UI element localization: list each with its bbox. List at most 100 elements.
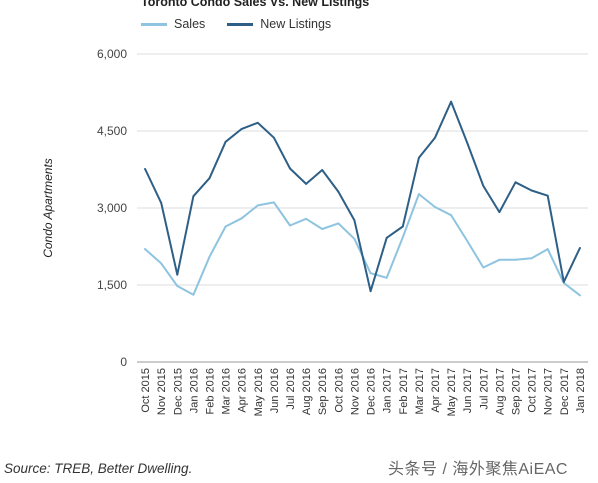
x-tick-label: Apr 2016	[237, 368, 249, 413]
legend-swatch-new-listings	[227, 22, 254, 26]
data-point-new-listings	[273, 136, 275, 139]
data-point-sales	[353, 237, 356, 240]
data-point-new-listings	[256, 121, 259, 124]
y-tick-label: 4,500	[97, 124, 127, 138]
x-tick-label: Nov 2017	[543, 368, 555, 415]
legend-swatch-sales	[141, 22, 167, 26]
x-tick-label: Jan 2018	[575, 368, 587, 413]
legend-label-sales: Sales	[174, 17, 206, 31]
x-tick-label: Nov 2015	[156, 368, 168, 415]
y-tick-label: 0	[120, 355, 127, 369]
data-point-new-listings	[160, 201, 163, 204]
data-point-sales	[337, 222, 340, 225]
data-point-sales	[289, 224, 291, 227]
x-tick-label: Feb 2016	[204, 368, 216, 414]
y-tick-label: 6,000	[97, 47, 127, 61]
data-point-new-listings	[144, 168, 146, 170]
data-point-new-listings	[176, 273, 179, 276]
data-point-sales	[224, 225, 227, 228]
x-tick-label: Dec 2016	[366, 368, 378, 415]
data-point-sales	[498, 258, 501, 261]
data-point-new-listings	[466, 141, 469, 144]
data-point-new-listings	[579, 247, 581, 249]
data-point-sales	[208, 255, 211, 258]
data-point-sales	[579, 294, 581, 297]
watermark: 头条号 / 海外聚焦AiEAC	[388, 461, 568, 478]
x-tick-label: Aug 2016	[301, 368, 313, 415]
data-point-new-listings	[530, 189, 533, 192]
data-point-sales	[450, 214, 452, 217]
x-tick-label: Jul 2017	[478, 368, 490, 410]
data-point-sales	[546, 248, 549, 250]
data-point-new-listings	[546, 194, 549, 197]
data-point-new-listings	[417, 156, 420, 159]
x-tick-label: Oct 2016	[333, 368, 345, 413]
x-tick-label: Oct 2017	[527, 368, 539, 413]
data-point-new-listings	[562, 281, 565, 283]
data-point-sales	[530, 257, 533, 260]
x-tick-label: Sep 2016	[317, 368, 329, 415]
data-point-new-listings	[192, 195, 195, 198]
data-point-sales	[160, 262, 163, 265]
data-point-new-listings	[289, 167, 291, 170]
y-tick-label: 3,000	[97, 201, 127, 215]
x-tick-label: Mar 2016	[221, 368, 233, 414]
data-point-sales	[273, 201, 275, 204]
x-tick-label: Jul 2016	[285, 368, 297, 410]
x-tick-label: Feb 2017	[398, 368, 410, 414]
data-point-sales	[240, 217, 243, 220]
x-tick-label: Dec 2015	[172, 368, 184, 415]
legend-item-new-listings: New Listings	[227, 17, 331, 31]
legend-label-new-listings: New Listings	[260, 17, 332, 31]
source-note: Source: TREB, Better Dwelling.	[4, 461, 193, 476]
data-point-sales	[514, 258, 517, 261]
series-line-new-listings	[144, 100, 581, 293]
data-point-sales	[385, 276, 388, 279]
x-tick-label: Sep 2017	[511, 368, 523, 415]
data-point-new-listings	[224, 140, 227, 143]
x-tick-label: May 2017	[446, 368, 458, 416]
data-point-sales	[192, 293, 195, 296]
data-point-new-listings	[353, 219, 356, 222]
x-tick-label: Mar 2017	[414, 368, 426, 414]
data-point-new-listings	[369, 290, 372, 293]
data-point-sales	[256, 204, 259, 207]
data-point-sales	[369, 272, 372, 275]
chart-title: Toronto Condo Sales Vs. New Listings	[141, 0, 370, 9]
data-point-new-listings	[450, 100, 452, 103]
data-point-new-listings	[514, 181, 517, 184]
data-point-new-listings	[498, 211, 501, 214]
x-tick-label: Jan 2016	[188, 368, 200, 413]
data-point-new-listings	[337, 190, 340, 193]
data-point-sales	[401, 236, 404, 239]
chart-legend: Sales New Listings	[141, 17, 353, 31]
data-point-new-listings	[482, 185, 485, 187]
x-tick-label: Oct 2015	[140, 368, 152, 413]
series-line-sales	[144, 193, 581, 297]
data-point-sales	[466, 239, 469, 242]
data-point-new-listings	[401, 225, 404, 228]
data-point-new-listings	[385, 236, 388, 239]
data-point-new-listings	[321, 169, 324, 171]
data-point-sales	[321, 228, 324, 230]
x-tick-label: Aug 2017	[494, 368, 506, 415]
x-tick-label: Jun 2017	[462, 368, 474, 413]
legend-item-sales: Sales	[141, 17, 205, 31]
data-point-new-listings	[305, 182, 308, 185]
data-point-sales	[417, 193, 420, 196]
data-point-sales	[176, 285, 179, 287]
data-point-sales	[434, 206, 436, 208]
x-tick-label: Jan 2017	[382, 368, 394, 413]
data-point-sales	[482, 266, 485, 269]
x-tick-label: Jun 2016	[269, 368, 281, 413]
x-tick-label: Nov 2016	[349, 368, 361, 415]
data-point-new-listings	[434, 136, 436, 139]
x-tick-label: Apr 2017	[430, 368, 442, 413]
x-tick-label: Dec 2017	[559, 368, 571, 415]
data-point-new-listings	[240, 128, 243, 130]
data-point-sales	[144, 248, 146, 250]
y-tick-label: 1,500	[97, 278, 127, 292]
data-point-new-listings	[208, 177, 211, 180]
x-tick-label: May 2016	[253, 368, 265, 416]
